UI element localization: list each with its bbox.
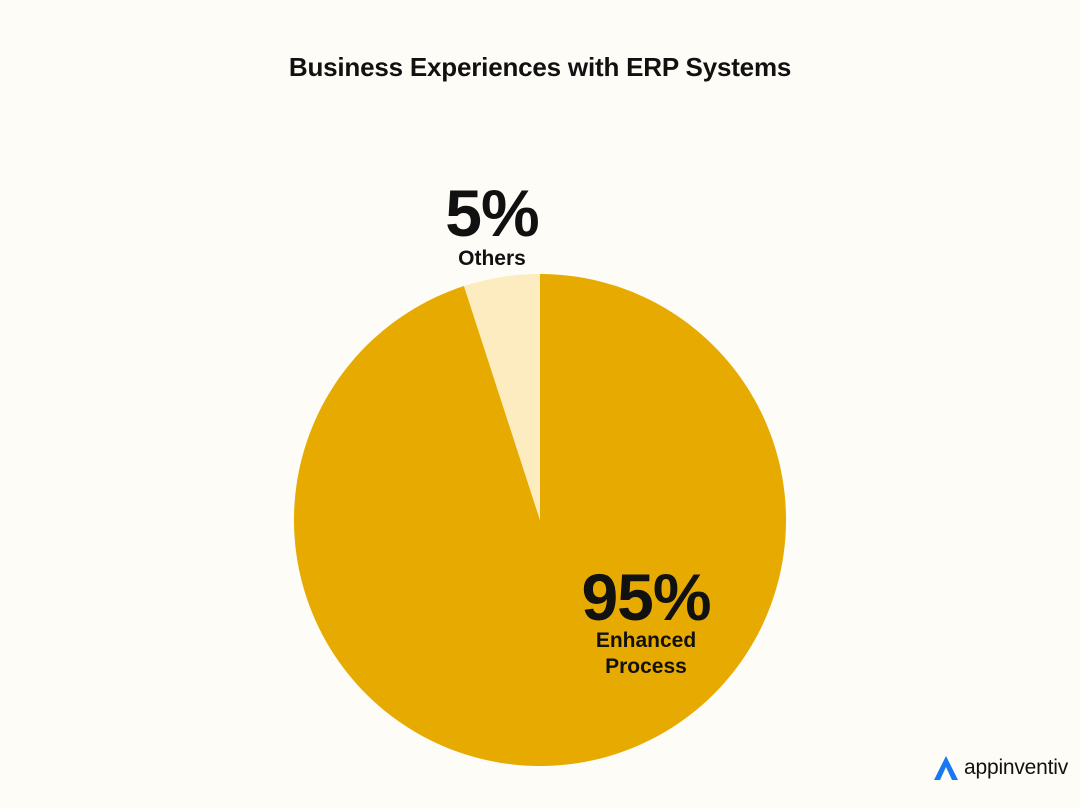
slice-label-others: 5% Others — [432, 180, 552, 272]
logo-text: appinventiv — [964, 756, 1069, 779]
pie-slice-enhanced-process — [293, 274, 786, 766]
slice-name-others: Others — [458, 247, 526, 270]
slice-value-others: 5% — [445, 176, 539, 250]
slice-value-enhanced-process: 95% — [581, 560, 711, 634]
slice-name-enhanced-process: Enhanced Process — [595, 629, 697, 678]
chart-title: Business Experiences with ERP Systems — [288, 52, 792, 82]
appinventiv-logo-icon — [934, 756, 958, 780]
brand-logo: appinventiv — [932, 754, 1068, 782]
pie-slice-others — [463, 274, 540, 520]
slice-label-enhanced-process: 95% Enhanced Process — [566, 564, 726, 680]
